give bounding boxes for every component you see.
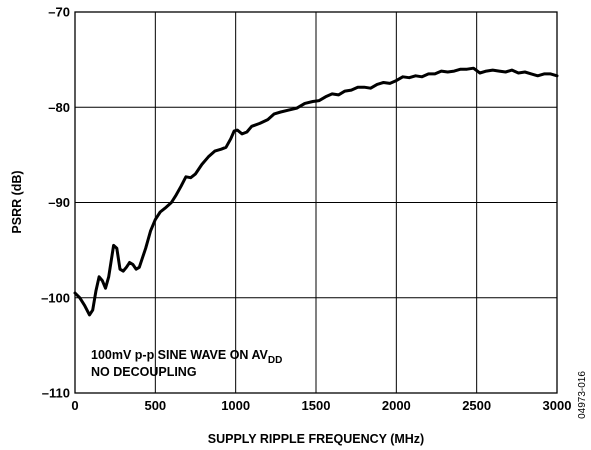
x-tick-label: 2500 xyxy=(462,398,491,413)
annotation-line-1-text: 100mV p-p SINE WAVE ON AV xyxy=(91,348,269,362)
x-tick-label: 2000 xyxy=(382,398,411,413)
x-tick-label: 1500 xyxy=(302,398,331,413)
x-tick-label: 3000 xyxy=(543,398,572,413)
plot-frame xyxy=(74,11,558,394)
x-axis-ticks: 0 500 1000 1500 2000 2500 3000 xyxy=(71,398,571,413)
x-tick-label: 1000 xyxy=(221,398,250,413)
y-tick-label: –80 xyxy=(48,100,70,115)
annotation-line-2: NO DECOUPLING xyxy=(91,365,197,379)
x-axis-label: SUPPLY RIPPLE FREQUENCY (MHz) xyxy=(208,432,424,446)
figure-id: 04973-016 xyxy=(577,371,588,419)
y-tick-label: –70 xyxy=(48,5,70,20)
y-axis-label: PSRR (dB) xyxy=(10,170,24,233)
annotation-line-1: 100mV p-p SINE WAVE ON AVDD xyxy=(91,348,282,366)
y-tick-label: –90 xyxy=(48,195,70,210)
psrr-series-line xyxy=(73,66,559,317)
y-tick-label: –100 xyxy=(41,290,70,305)
y-axis-ticks: –110 –100 –90 –80 –70 xyxy=(41,5,70,401)
x-tick-label: 500 xyxy=(144,398,166,413)
grid xyxy=(75,12,557,393)
x-tick-label: 0 xyxy=(71,398,78,413)
y-tick-label: –110 xyxy=(42,386,70,401)
annotation-line-1-subscript: DD xyxy=(268,355,282,366)
